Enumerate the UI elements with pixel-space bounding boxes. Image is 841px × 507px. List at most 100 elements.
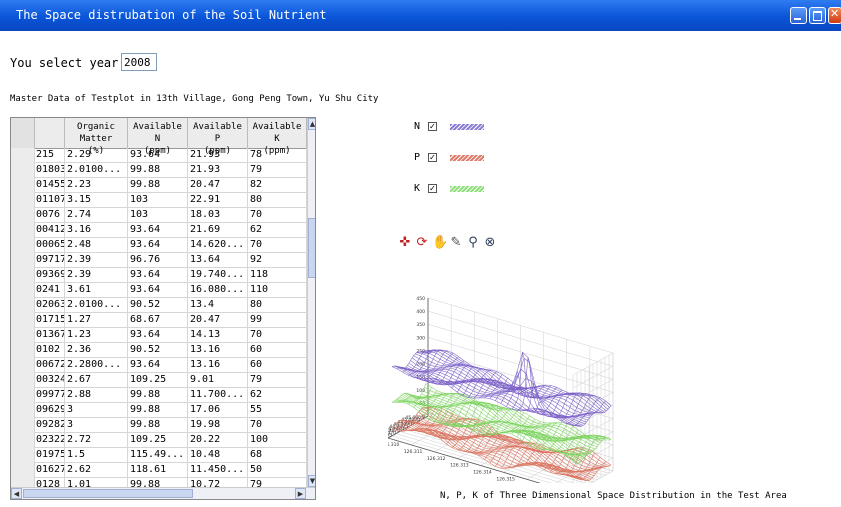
cell-available-n[interactable]: 68.67 <box>128 313 188 328</box>
table-row[interactable]: 01367 1.23 93.64 14.13 70 <box>11 328 307 343</box>
cell-available-p[interactable]: 17.06 <box>188 403 248 418</box>
table-row[interactable]: 09629 3 99.88 17.06 55 <box>11 403 307 418</box>
column-header-available-n[interactable]: Available N (ppm) <box>128 118 188 156</box>
cell-available-k[interactable]: 70 <box>248 208 307 223</box>
cell-available-p[interactable]: 20.47 <box>188 313 248 328</box>
pan-icon[interactable]: ✋ <box>432 235 449 250</box>
cell-available-k[interactable]: 118 <box>248 268 307 283</box>
table-row[interactable]: 00672 2.2800... 93.64 13.16 60 <box>11 358 307 373</box>
row-selector[interactable] <box>11 268 35 283</box>
cell-available-n[interactable]: 118.61 <box>128 463 188 478</box>
cell-organic-matter[interactable]: 2.74 <box>65 208 128 223</box>
datacursor-icon[interactable]: ✎ <box>450 235 462 250</box>
cell-available-p[interactable]: 13.16 <box>188 358 248 373</box>
row-selector[interactable] <box>11 433 35 448</box>
vertical-scrollbar[interactable]: ▲ ▼ <box>307 118 315 487</box>
vertical-scroll-thumb[interactable] <box>308 218 315 278</box>
cell-available-p[interactable]: 10.48 <box>188 448 248 463</box>
table-row[interactable]: 0102 2.36 90.52 13.16 60 <box>11 343 307 358</box>
row-selector[interactable] <box>11 298 35 313</box>
cell-available-k[interactable]: 79 <box>248 373 307 388</box>
cell-available-n[interactable]: 109.25 <box>128 433 188 448</box>
cell-organic-matter[interactable]: 3 <box>65 403 128 418</box>
cell-available-k[interactable]: 62 <box>248 223 307 238</box>
zoom-out-icon[interactable]: ⊗ <box>484 235 496 250</box>
cell-available-k[interactable]: 92 <box>248 253 307 268</box>
cell-available-k[interactable]: 55 <box>248 403 307 418</box>
cell-available-p[interactable]: 14.13 <box>188 328 248 343</box>
cell-available-k[interactable]: 82 <box>248 178 307 193</box>
table-row[interactable]: 215 2.29 93.64 21.93 78 <box>11 148 307 163</box>
cell-organic-matter[interactable]: 2.48 <box>65 238 128 253</box>
legend-checkbox[interactable]: ✓ <box>428 122 437 131</box>
row-selector[interactable] <box>11 193 35 208</box>
cell-available-k[interactable]: 62 <box>248 388 307 403</box>
cell-available-n[interactable]: 103 <box>128 193 188 208</box>
table-row[interactable]: 02063 2.0100... 90.52 13.4 80 <box>11 298 307 313</box>
table-row[interactable]: 0076 2.74 103 18.03 70 <box>11 208 307 223</box>
table-row[interactable]: 09717 2.39 96.76 13.64 92 <box>11 253 307 268</box>
table-row[interactable]: 09977 2.88 99.88 11.700... 62 <box>11 388 307 403</box>
cell-id[interactable]: 0128 <box>35 478 65 493</box>
row-selector[interactable] <box>11 208 35 223</box>
cell-available-p[interactable]: 20.47 <box>188 178 248 193</box>
table-row[interactable]: 01975 1.5 115.49... 10.48 68 <box>11 448 307 463</box>
row-selector[interactable] <box>11 223 35 238</box>
cell-available-n[interactable]: 99.88 <box>128 388 188 403</box>
table-row[interactable]: 01455 2.23 99.88 20.47 82 <box>11 178 307 193</box>
cell-available-p[interactable]: 21.93 <box>188 148 248 163</box>
select-icon[interactable]: ✜ <box>399 235 411 250</box>
cell-available-n[interactable]: 93.64 <box>128 358 188 373</box>
cell-id[interactable]: 09369 <box>35 268 65 283</box>
cell-organic-matter[interactable]: 2.0100... <box>65 163 128 178</box>
cell-available-k[interactable]: 79 <box>248 163 307 178</box>
cell-organic-matter[interactable]: 2.62 <box>65 463 128 478</box>
cell-available-n[interactable]: 93.64 <box>128 268 188 283</box>
cell-organic-matter[interactable]: 2.39 <box>65 253 128 268</box>
cell-available-n[interactable]: 99.88 <box>128 163 188 178</box>
column-header-id[interactable] <box>35 118 65 148</box>
cell-id[interactable]: 01627 <box>35 463 65 478</box>
cell-available-p[interactable]: 19.98 <box>188 418 248 433</box>
cell-id[interactable]: 09282 <box>35 418 65 433</box>
cell-available-p[interactable]: 13.4 <box>188 298 248 313</box>
cell-available-p[interactable]: 21.69 <box>188 223 248 238</box>
cell-available-n[interactable]: 109.25 <box>128 373 188 388</box>
cell-available-k[interactable]: 100 <box>248 433 307 448</box>
cell-organic-matter[interactable]: 3.15 <box>65 193 128 208</box>
cell-organic-matter[interactable]: 1.27 <box>65 313 128 328</box>
row-selector[interactable] <box>11 328 35 343</box>
cell-id[interactable]: 01715 <box>35 313 65 328</box>
cell-id[interactable]: 0241 <box>35 283 65 298</box>
cell-available-p[interactable]: 20.22 <box>188 433 248 448</box>
cell-organic-matter[interactable]: 2.67 <box>65 373 128 388</box>
table-row[interactable]: 02322 2.72 109.25 20.22 100 <box>11 433 307 448</box>
table-row[interactable]: 01107 3.15 103 22.91 80 <box>11 193 307 208</box>
horizontal-scroll-thumb[interactable] <box>23 489 193 498</box>
cell-id[interactable]: 01803 <box>35 163 65 178</box>
column-header-available-k[interactable]: Available K (ppm) <box>248 118 307 156</box>
cell-available-n[interactable]: 99.88 <box>128 418 188 433</box>
cell-available-n[interactable]: 93.64 <box>128 328 188 343</box>
row-selector[interactable] <box>11 178 35 193</box>
cell-available-p[interactable]: 19.740... <box>188 268 248 283</box>
cell-available-n[interactable]: 90.52 <box>128 343 188 358</box>
maximize-button[interactable] <box>809 7 826 24</box>
surface-plot[interactable]: 450400350300250200150100500126.310126.31… <box>388 268 788 483</box>
zoom-in-icon[interactable]: ⚲ <box>468 235 478 250</box>
row-selector[interactable] <box>11 163 35 178</box>
cell-organic-matter[interactable]: 2.39 <box>65 268 128 283</box>
cell-available-k[interactable]: 78 <box>248 148 307 163</box>
cell-available-n[interactable]: 115.49... <box>128 448 188 463</box>
cell-available-p[interactable]: 9.01 <box>188 373 248 388</box>
cell-organic-matter[interactable]: 2.0100... <box>65 298 128 313</box>
cell-id[interactable]: 00672 <box>35 358 65 373</box>
cell-id[interactable]: 09717 <box>35 253 65 268</box>
cell-available-n[interactable]: 99.88 <box>128 478 188 493</box>
close-button[interactable] <box>828 7 841 24</box>
table-row[interactable]: 09369 2.39 93.64 19.740... 118 <box>11 268 307 283</box>
cell-organic-matter[interactable]: 3.61 <box>65 283 128 298</box>
cell-available-p[interactable]: 13.16 <box>188 343 248 358</box>
cell-id[interactable]: 0076 <box>35 208 65 223</box>
cell-available-p[interactable]: 21.93 <box>188 163 248 178</box>
